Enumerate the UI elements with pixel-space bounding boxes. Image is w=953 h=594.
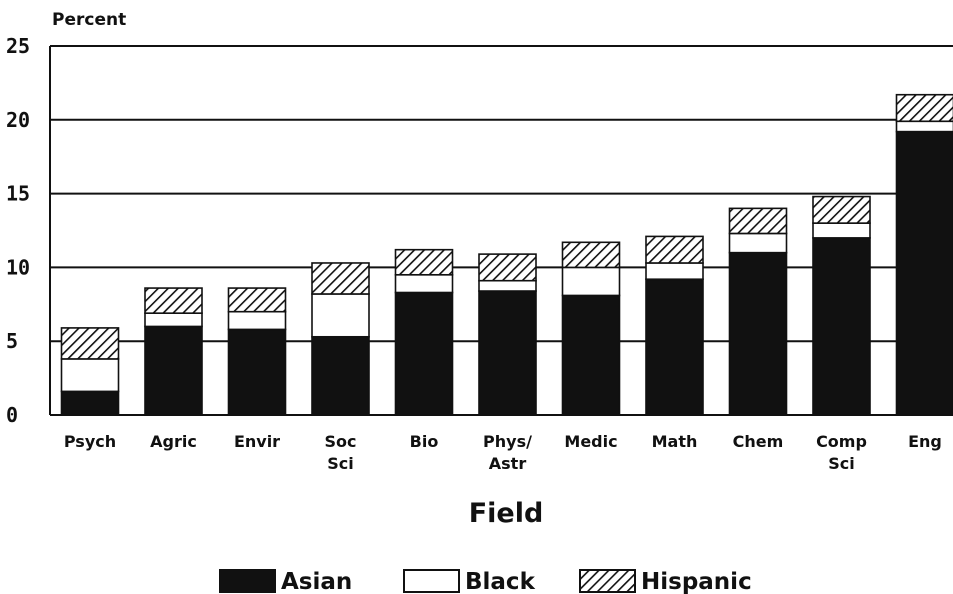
x-axis-label: Field (469, 498, 544, 529)
category-label: Psych (64, 432, 116, 451)
bar-segment-hispanic (895, 93, 953, 123)
category-label: Comp (816, 432, 867, 451)
y-tick-label: 15 (6, 182, 30, 206)
bar-segment-asian (728, 251, 788, 416)
category-label: Medic (564, 432, 617, 451)
bar-segment-hispanic (144, 287, 203, 314)
bar-segment-black (728, 232, 788, 254)
bar-segment-hispanic (311, 262, 370, 295)
y-tick-label: 0 (6, 403, 18, 427)
bar-segment-black (812, 222, 871, 239)
bar-segment-hispanic (478, 253, 537, 282)
bar-segment-asian (478, 290, 537, 416)
bar-segment-black (394, 273, 454, 294)
bar-segment-black (60, 358, 120, 393)
category-label: Phys/ (483, 432, 532, 451)
y-tick-labels: 0 5 10 15 20 25 (6, 34, 30, 427)
legend-swatch-hispanic (579, 569, 636, 593)
bar-segment-asian (895, 130, 953, 416)
bar-segment-hispanic (394, 248, 454, 276)
bar-segment-black (895, 120, 953, 133)
category-label: Math (652, 432, 698, 451)
bar-segment-asian (645, 278, 704, 416)
category-label: Agric (150, 432, 197, 451)
bar-segment-black (645, 262, 704, 281)
bar-segment-black (561, 266, 621, 297)
bars (60, 93, 953, 416)
category-label: Chem (733, 432, 784, 451)
y-tick-label: 25 (6, 34, 30, 58)
bar-segment-asian (227, 328, 287, 416)
bar-segment-black (311, 293, 370, 338)
category-label: Soc (325, 432, 357, 451)
y-axis-label: Percent (52, 10, 126, 30)
legend-label-hispanic: Hispanic (641, 569, 752, 594)
bar-segment-asian (394, 291, 454, 416)
category-labels: Psych Agric Envir Soc Sci Bio Phys/Astr Medic Ma… (64, 432, 942, 473)
bar-segment-black (478, 279, 537, 292)
y-tick-label: 10 (6, 255, 30, 279)
y-tick-label: 5 (6, 329, 18, 353)
category-label: Astr (489, 454, 527, 473)
legend-label-asian: Asian (281, 569, 352, 594)
bar-segment-asian (812, 237, 871, 416)
bar-segment-hispanic (728, 207, 788, 235)
legend-swatch-asian (219, 569, 276, 593)
legend-label-black: Black (465, 569, 536, 594)
bar-segment-asian (311, 335, 370, 416)
bar-segment-asian (144, 325, 203, 416)
bar-segment-asian (561, 294, 621, 416)
legend: Asian Black Hispanic (219, 569, 752, 594)
bar-segment-black (144, 312, 203, 328)
category-label: Sci (327, 454, 354, 473)
legend-swatch-black (403, 569, 460, 593)
bar-segment-hispanic (60, 327, 120, 360)
bar-segment-black (227, 310, 287, 331)
bar-segment-hispanic (645, 235, 704, 264)
bar-segment-hispanic (561, 241, 621, 269)
category-label: Sci (828, 454, 855, 473)
y-tick-label: 20 (6, 108, 30, 132)
bar-segment-asian (60, 390, 120, 416)
bar-segment-hispanic (812, 195, 871, 224)
category-label: Envir (234, 432, 280, 451)
bar-segment-hispanic (227, 287, 287, 313)
category-label: Bio (410, 432, 439, 451)
category-label: Eng (908, 432, 942, 451)
